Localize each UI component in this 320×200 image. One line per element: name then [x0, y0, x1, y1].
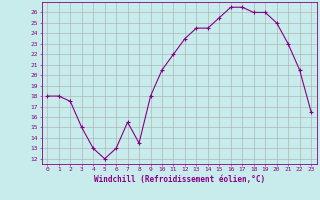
X-axis label: Windchill (Refroidissement éolien,°C): Windchill (Refroidissement éolien,°C)	[94, 175, 265, 184]
